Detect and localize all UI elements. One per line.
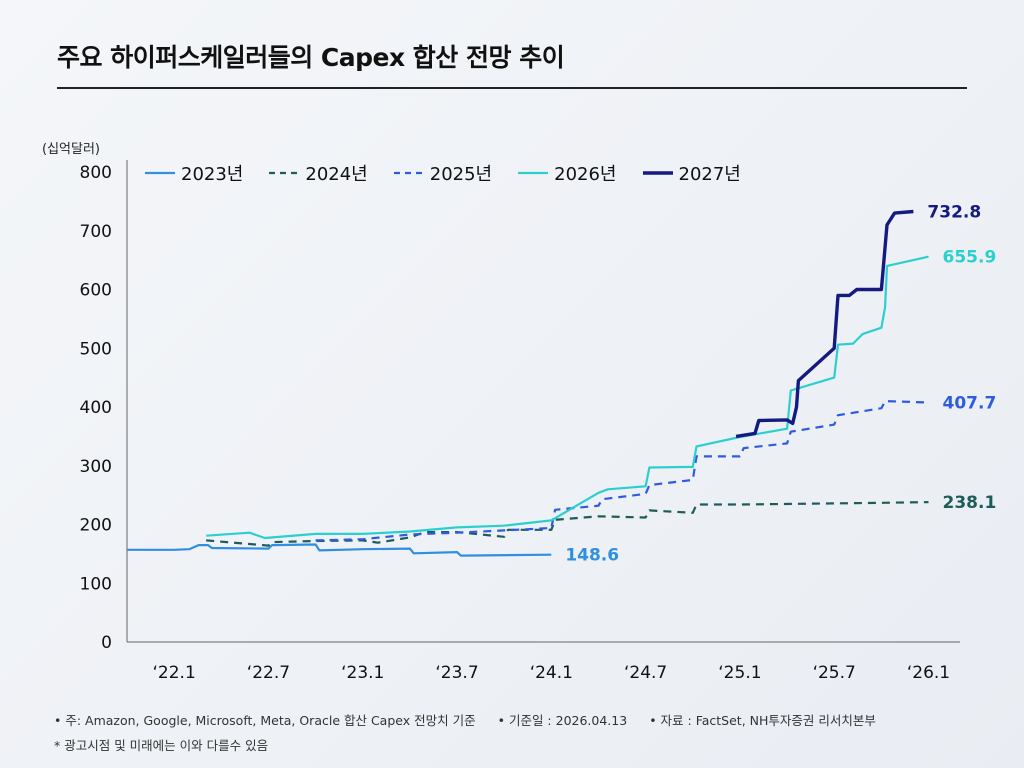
series-end-label: 732.8 [927,202,981,222]
series-end-label: 407.7 [943,393,997,413]
page-title: 주요 하이퍼스케일러들의 Capex 합산 전망 추이 [57,43,565,72]
chart-legend: 2023년 2024년 2025년 2026년 2027년 [145,160,767,186]
x-tick-label: ‘25.7 [813,663,856,683]
legend-item: 2026년 [518,160,617,186]
legend-label: 2024년 [305,164,368,185]
x-tick-label: ‘24.1 [530,663,573,683]
legend-label: 2025년 [429,164,493,185]
legend-swatch [393,171,424,175]
legend-item: 2024년 [269,160,368,186]
legend-item: 2025년 [393,160,493,186]
x-tick-label: ‘22.7 [247,663,290,683]
legend-label: 2026년 [554,164,617,185]
x-tick-label: ‘23.1 [341,663,384,683]
x-tick-label: ‘24.7 [624,663,667,683]
legend-item: 2023년 [145,160,243,186]
series-line-2024년 [206,501,929,547]
series-end-label: 238.1 [943,493,997,513]
legend-swatch [145,171,175,175]
y-tick-label: 800 [80,163,112,183]
x-tick-label: ‘22.1 [153,663,196,683]
series-line-2026년 [206,255,929,540]
series-end-label: 148.6 [565,546,619,566]
x-tick-label: ‘25.1 [718,663,761,683]
footer-note-scope: • 주: Amazon, Google, Microsoft, Meta, Or… [54,713,476,728]
footer-notes: • 주: Amazon, Google, Microsoft, Meta, Or… [54,710,876,754]
series-line-2023년 [127,543,552,557]
legend-swatch [518,171,549,175]
legend-item: 2027년 [642,160,741,186]
series-end-label: 655.9 [943,248,997,268]
x-tick-label: ‘23.7 [435,663,478,683]
y-tick-label: 0 [101,633,112,653]
y-axis-unit-label: (십억달러) [42,142,100,157]
footer-note-source: • 자료 : FactSet, NH투자증권 리서치본부 [649,713,876,728]
y-tick-label: 700 [80,222,112,242]
y-tick-label: 500 [80,339,112,359]
legend-label: 2023년 [181,164,244,185]
title-divider [57,87,967,89]
y-tick-label: 300 [80,457,112,477]
series-line-2025년 [315,400,929,542]
series-line-2027년 [735,209,914,439]
y-tick-label: 400 [80,398,112,418]
legend-swatch [269,171,300,175]
footer-disclaimer: * 광고시점 및 미래에는 이와 다를수 있음 [54,738,269,753]
y-tick-label: 600 [80,281,112,301]
footer-note-date: • 기준일 : 2026.04.13 [497,713,628,728]
x-tick-label: ‘26.1 [907,663,950,683]
legend-label: 2027년 [678,164,741,185]
y-tick-label: 200 [80,516,112,536]
legend-swatch [642,171,673,175]
y-tick-label: 100 [80,574,112,594]
